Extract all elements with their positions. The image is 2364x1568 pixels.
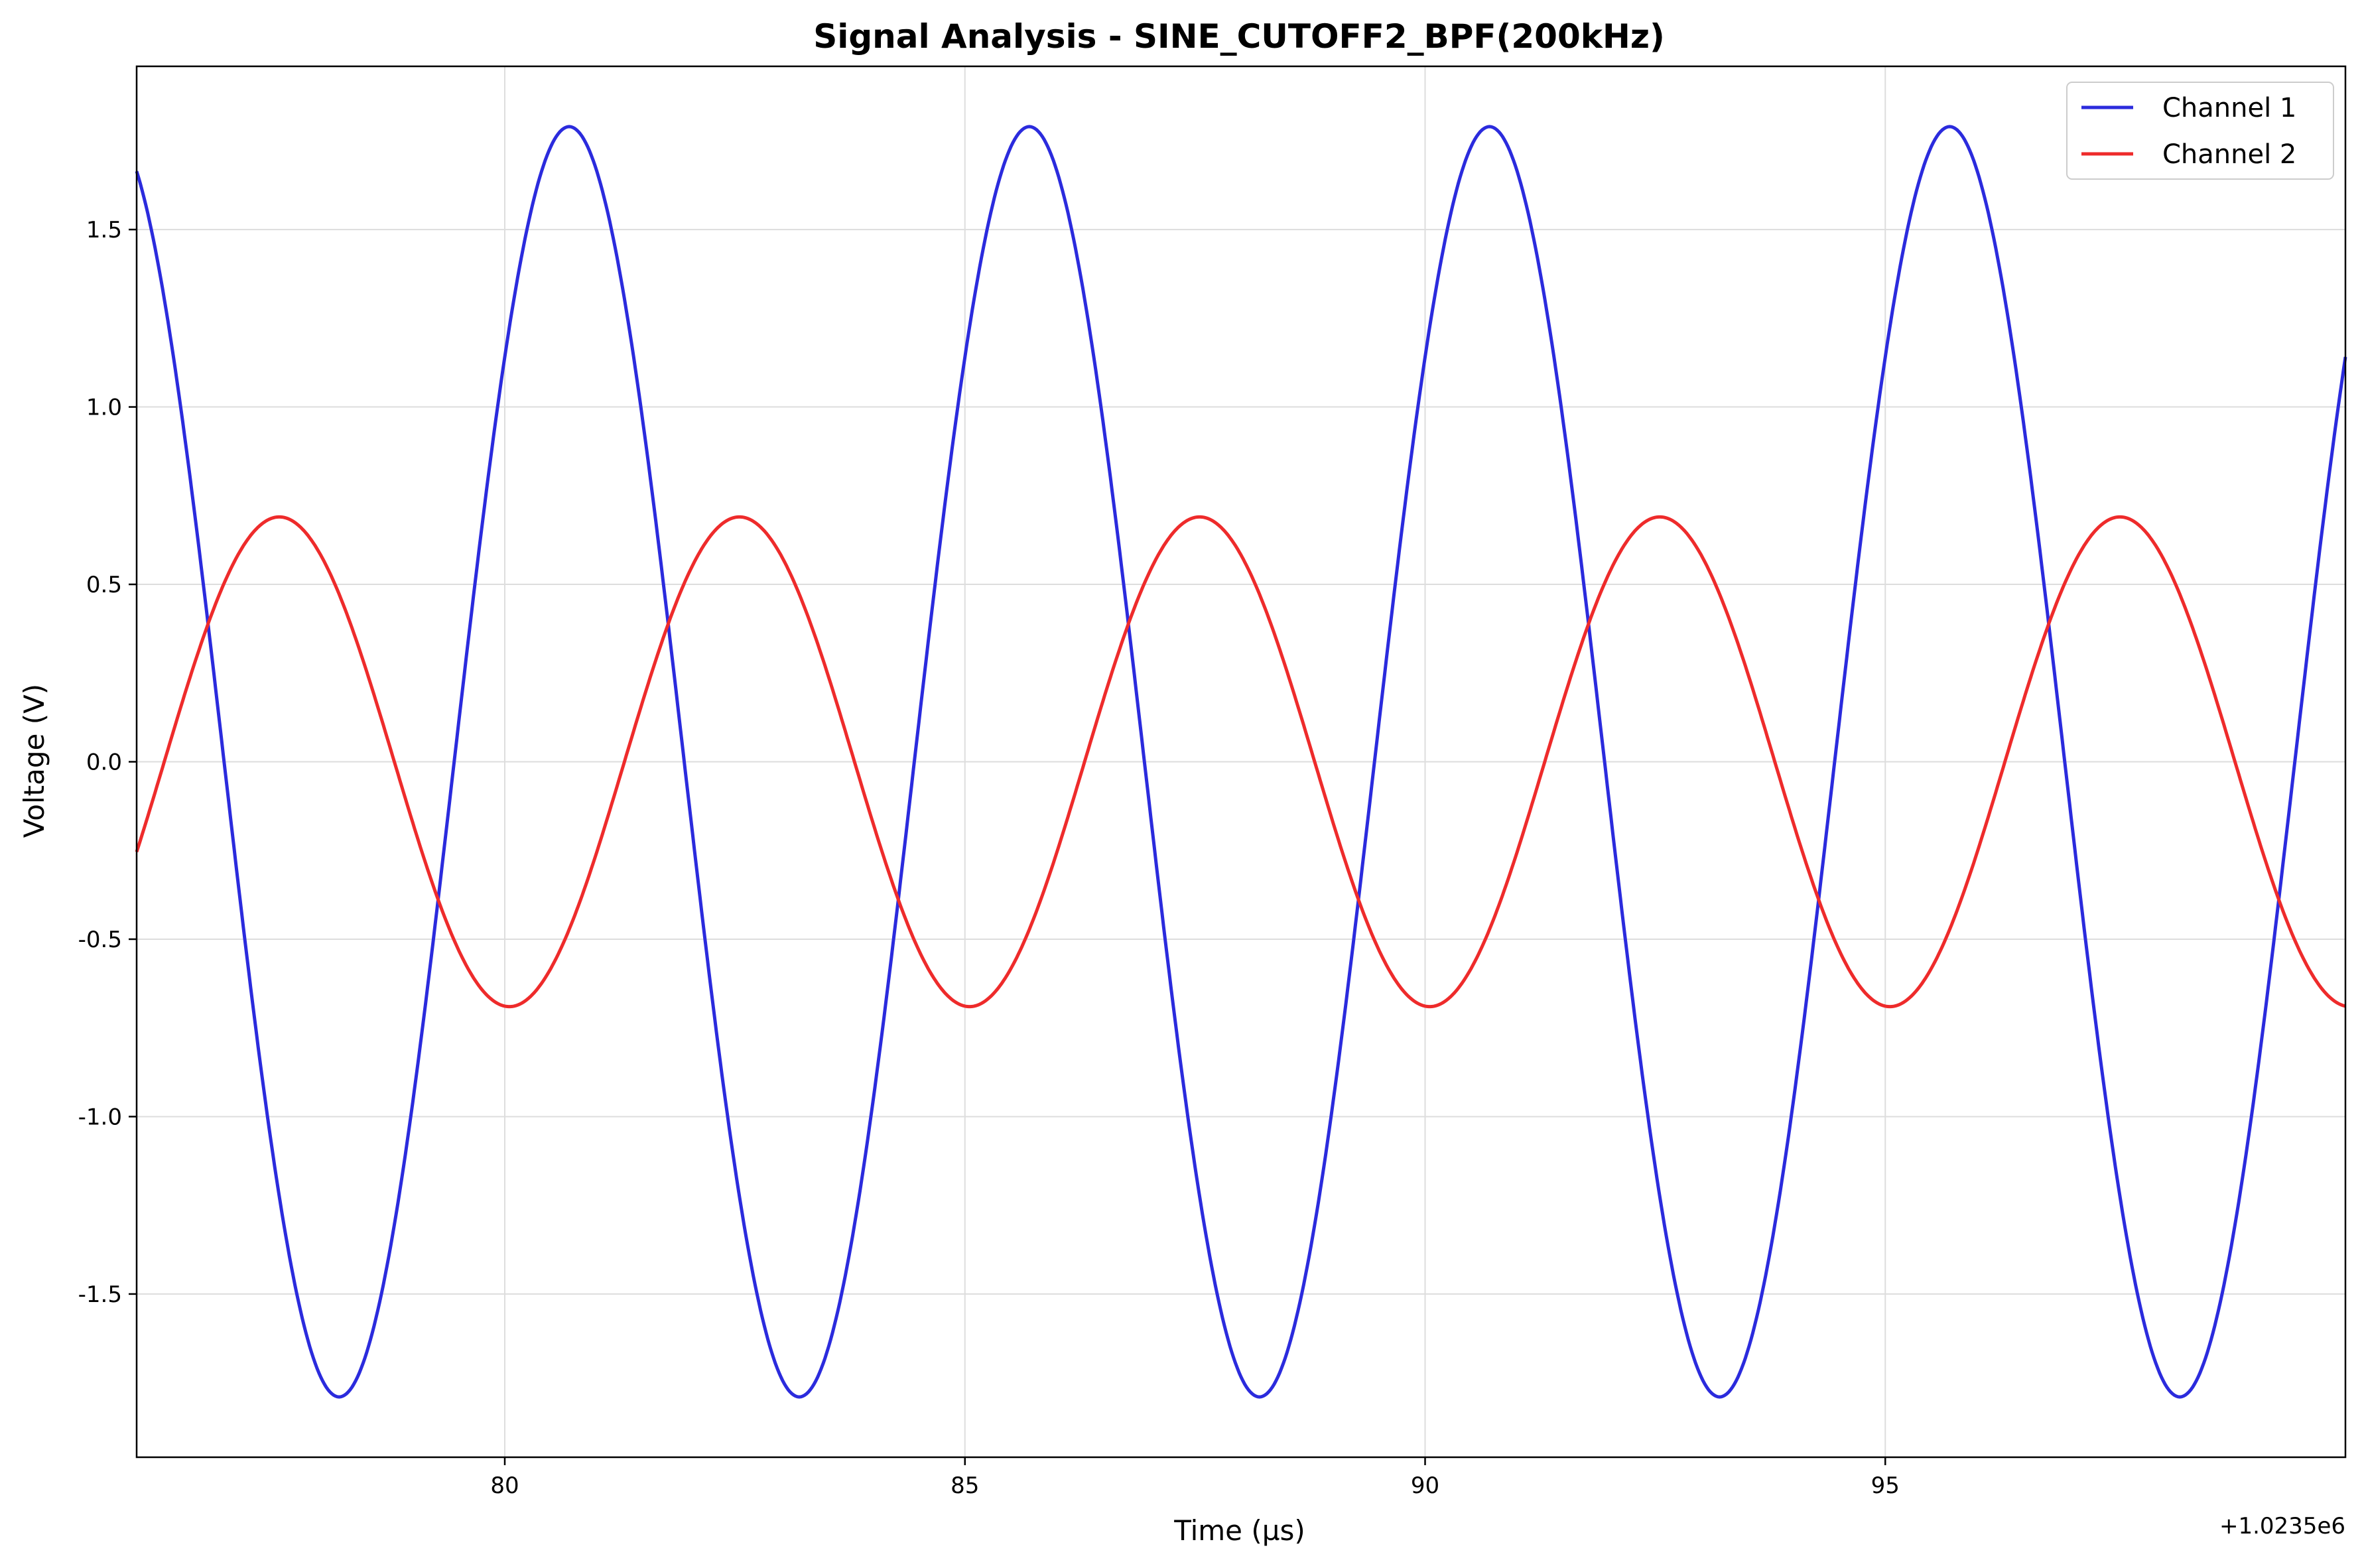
y-tick-label: 1.0 [86,395,122,421]
x-tick-label: 80 [490,1472,519,1499]
y-axis-ticks: 1.5 1.0 0.5 0.0 -0.5 -1.0 -1.5 [78,217,137,1308]
y-tick-label: 0.5 [86,572,122,598]
chart-title: Signal Analysis - SINE_CUTOFF2_BPF(200kH… [813,17,1665,56]
series-line-1 [135,125,2347,1399]
y-tick-label: -1.0 [78,1104,122,1130]
y-tick-label: -0.5 [78,927,122,953]
y-axis-label: Voltage (V) [18,684,50,838]
x-tick-label: 85 [951,1472,979,1499]
y-tick-label: -1.5 [78,1281,122,1308]
x-axis-ticks: 80 85 90 95 [490,1457,1900,1499]
plot-lines [135,125,2347,1399]
grid [137,66,2345,1457]
x-axis-label: Time (µs) [1173,1514,1305,1547]
y-tick-label: 0.0 [86,750,122,776]
x-tick-label: 95 [1871,1472,1900,1499]
legend-label: Channel 1 [2162,93,2296,123]
series-line-2 [135,515,2346,1009]
x-tick-label: 90 [1411,1472,1439,1499]
x-axis-offset-label: +1.0235e6 [2219,1513,2345,1539]
y-tick-label: 1.5 [86,217,122,243]
legend: Channel 1 Channel 2 [2066,82,2334,180]
legend-label: Channel 2 [2162,139,2296,170]
legend-box [2066,82,2334,180]
